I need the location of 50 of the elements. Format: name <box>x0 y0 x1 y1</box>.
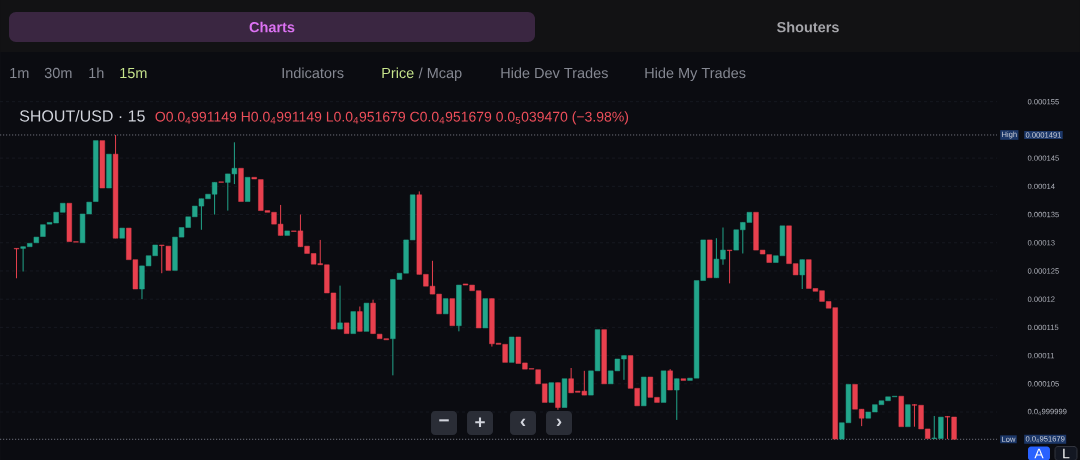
candlestick <box>482 298 488 329</box>
candlestick <box>350 311 356 334</box>
text: Hide Dev Trades <box>501 67 608 79</box>
text: 15m <box>120 68 147 79</box>
candlestick <box>363 302 370 332</box>
text: Hide My Trades <box>645 67 746 81</box>
candlestick <box>674 378 680 421</box>
candlestick <box>337 285 343 330</box>
candlestick <box>660 370 667 403</box>
candlestick <box>99 140 105 189</box>
text: Shouters <box>777 21 839 33</box>
candlestick <box>601 329 607 385</box>
candlestick <box>238 168 244 202</box>
candlestick <box>548 382 554 403</box>
candlestick <box>244 177 251 202</box>
candlestick <box>509 336 515 363</box>
annotation: ‹ <box>520 418 526 427</box>
text: 1h <box>89 67 104 78</box>
annotation: + <box>475 417 485 428</box>
candlestick <box>66 203 72 242</box>
chart-title: SHOUT/USD · 15 <box>19 109 145 122</box>
candlestick <box>726 249 733 284</box>
text: Charts <box>249 21 295 33</box>
text: O0.0$_{4}$991149 H0.0$_{4}$991149 L0.0$_{4}$951679 C0.0$_{4}$951679 0.0$_{5}$039470 (−3.98%) <box>155 111 629 125</box>
candlestick <box>106 153 112 189</box>
candlestick <box>119 227 125 239</box>
candlestick <box>799 259 805 290</box>
text: 1m <box>10 68 29 78</box>
candlestick <box>284 230 290 236</box>
annotation: − <box>439 419 449 422</box>
text: 30m <box>44 67 72 79</box>
text: / Mcap <box>418 67 462 81</box>
candlestick <box>641 376 647 407</box>
candlestick <box>13 247 20 279</box>
text: Indicators <box>282 67 344 79</box>
candlestick <box>898 395 904 427</box>
candlestick <box>561 378 568 408</box>
text: Price <box>382 67 414 79</box>
annotation: › <box>556 418 562 427</box>
candlestick <box>680 378 686 381</box>
candlestick <box>667 368 673 391</box>
text: A <box>1034 448 1044 459</box>
text: L <box>1063 448 1070 459</box>
candlestick <box>344 322 350 334</box>
candlestick <box>449 298 455 326</box>
candlestick <box>766 254 772 263</box>
candlestick <box>443 298 449 315</box>
candlestick <box>707 239 713 278</box>
candlestick <box>357 306 363 332</box>
candlestick <box>905 404 911 427</box>
